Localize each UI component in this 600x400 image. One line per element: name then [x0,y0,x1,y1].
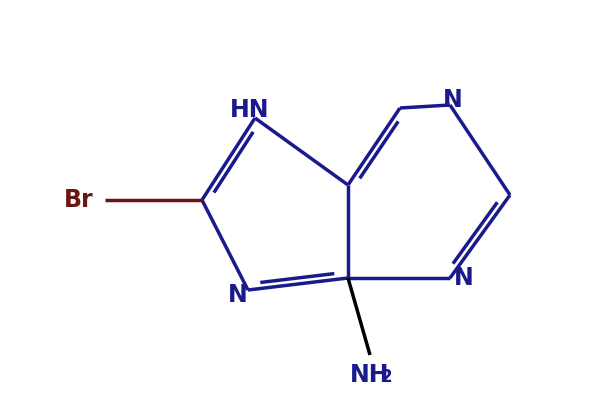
Text: NH: NH [350,363,390,387]
Text: HN: HN [230,98,270,122]
Text: N: N [443,88,463,112]
Text: 2: 2 [380,368,392,386]
Text: Br: Br [64,188,93,212]
Text: N: N [228,283,248,307]
Text: N: N [454,266,474,290]
